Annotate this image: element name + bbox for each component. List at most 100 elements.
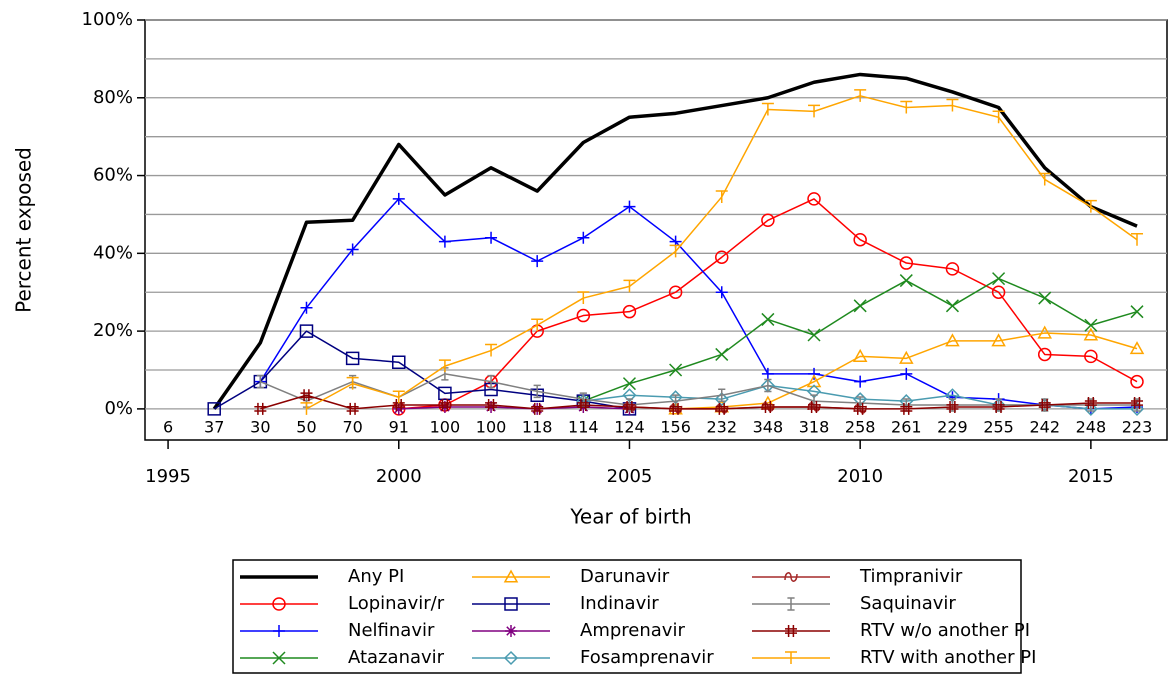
x-axis-label: Year of birth (569, 505, 691, 529)
marker (1131, 232, 1144, 246)
marker (623, 200, 636, 213)
marker (484, 374, 498, 389)
marker (761, 102, 774, 116)
marker (485, 231, 498, 244)
x-tick-label: 2000 (376, 466, 422, 487)
y-tick-label: 80% (93, 87, 133, 108)
marker (900, 402, 913, 415)
marker (300, 389, 313, 402)
x-tick-label: 2005 (607, 466, 653, 487)
legend-marker (785, 651, 797, 664)
marker (853, 232, 867, 247)
marker (531, 402, 544, 415)
count-label: 124 (614, 417, 645, 436)
marker (1129, 401, 1145, 416)
marker (1038, 399, 1051, 411)
count-label: 30 (250, 417, 270, 436)
legend-marker (505, 625, 517, 637)
series-line (260, 373, 1138, 406)
marker (715, 286, 728, 299)
count-label: 258 (845, 417, 876, 436)
count-label: 118 (522, 417, 553, 436)
marker (530, 388, 544, 403)
marker (392, 192, 405, 205)
marker (669, 402, 682, 415)
marker (899, 274, 913, 288)
marker (207, 402, 221, 416)
marker (899, 350, 914, 364)
legend-marker (787, 597, 795, 611)
y-tick-label: 60% (93, 165, 133, 186)
marker (254, 402, 267, 415)
marker (392, 399, 405, 411)
count-label: 348 (753, 417, 784, 436)
marker (345, 351, 360, 366)
legend-label: Nelfinavir (348, 620, 435, 641)
marker (991, 333, 1006, 347)
marker (714, 392, 729, 407)
marker (715, 190, 728, 203)
x-tick-label: 2010 (837, 466, 883, 487)
marker (854, 402, 867, 415)
marker (945, 299, 959, 313)
marker (577, 231, 590, 244)
series-line (213, 330, 630, 410)
legend-marker (785, 625, 797, 637)
marker (1038, 172, 1051, 186)
series-line (675, 332, 1138, 410)
marker (808, 400, 821, 413)
marker (1037, 325, 1053, 339)
marker (807, 328, 821, 342)
marker (1084, 318, 1098, 332)
legend-label: Fosamprenavir (580, 647, 714, 668)
marker (715, 347, 729, 361)
count-label: 6 (163, 417, 173, 436)
y-axis-label: Percent exposed (12, 147, 36, 313)
legend-label: Indinavir (580, 593, 659, 614)
marker (487, 374, 495, 389)
marker (346, 402, 359, 415)
count-label: 255 (983, 417, 1014, 436)
legend-label: Timpranivir (859, 566, 963, 587)
legend-label: Saquinavir (860, 593, 956, 614)
count-label: 100 (476, 417, 507, 436)
count-label: 242 (1029, 417, 1060, 436)
marker (806, 374, 822, 388)
marker (808, 104, 821, 118)
series-line (260, 394, 1138, 410)
y-tick-label: 100% (82, 9, 133, 30)
marker (668, 285, 683, 299)
marker (764, 378, 772, 393)
marker (718, 388, 726, 403)
marker (392, 355, 406, 369)
marker (1129, 341, 1145, 355)
marker (945, 333, 960, 347)
marker (346, 243, 359, 256)
marker (1131, 397, 1144, 410)
marker (485, 343, 498, 357)
count-label: 261 (891, 417, 922, 436)
marker (576, 308, 591, 323)
marker (1038, 291, 1052, 305)
legend-marker (503, 650, 519, 666)
legend-marker (504, 597, 518, 611)
series-line (259, 198, 1138, 410)
marker (438, 399, 451, 411)
marker (485, 399, 498, 411)
count-label: 50 (296, 417, 316, 436)
y-tick-label: 20% (93, 320, 133, 341)
marker (1084, 349, 1098, 364)
marker (992, 272, 1006, 286)
marker (761, 312, 775, 326)
marker (761, 367, 774, 380)
marker (854, 89, 867, 102)
marker (300, 402, 313, 415)
legend-label: Any PI (348, 566, 404, 587)
marker (623, 279, 636, 293)
marker (1130, 374, 1144, 389)
marker (346, 376, 359, 390)
legend-box (232, 559, 1022, 674)
x-tick-label: 1995 (145, 466, 191, 487)
marker (1083, 401, 1098, 416)
